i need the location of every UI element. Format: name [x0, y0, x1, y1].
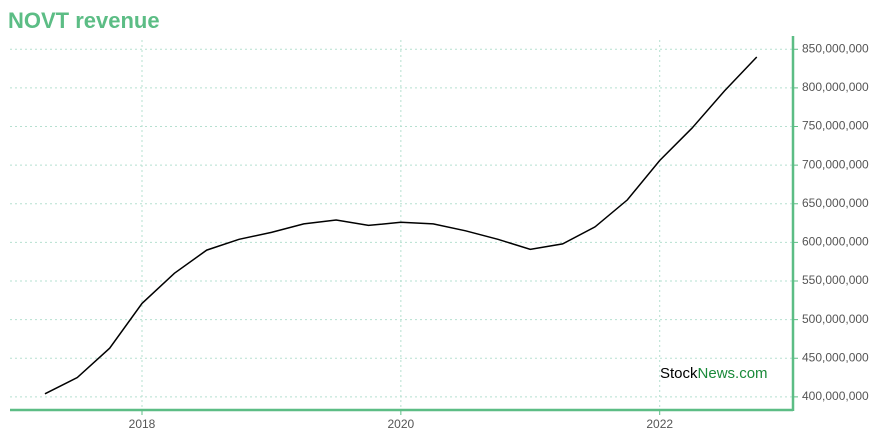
y-tick-label: 750,000,000 [802, 119, 869, 133]
y-tick-label: 550,000,000 [802, 273, 869, 287]
watermark-news: News.com [698, 365, 768, 382]
y-tick-label: 450,000,000 [802, 350, 869, 364]
y-tick-label: 800,000,000 [802, 80, 869, 94]
watermark: StockNews.com [660, 365, 768, 382]
x-tick-label: 2022 [646, 417, 673, 431]
y-tick-label: 400,000,000 [802, 389, 869, 403]
chart-title: NOVT revenue [8, 8, 160, 33]
x-tick-label: 2018 [129, 417, 156, 431]
line [44, 56, 758, 395]
y-tick-label: 850,000,000 [802, 41, 869, 55]
y-tick-label: 650,000,000 [802, 196, 869, 210]
watermark-stock: Stock [660, 365, 698, 382]
x-tick-label: 2020 [388, 417, 415, 431]
y-tick-label: 500,000,000 [802, 312, 869, 326]
y-tick-label: 700,000,000 [802, 157, 869, 171]
y-tick-label: 600,000,000 [802, 235, 869, 249]
